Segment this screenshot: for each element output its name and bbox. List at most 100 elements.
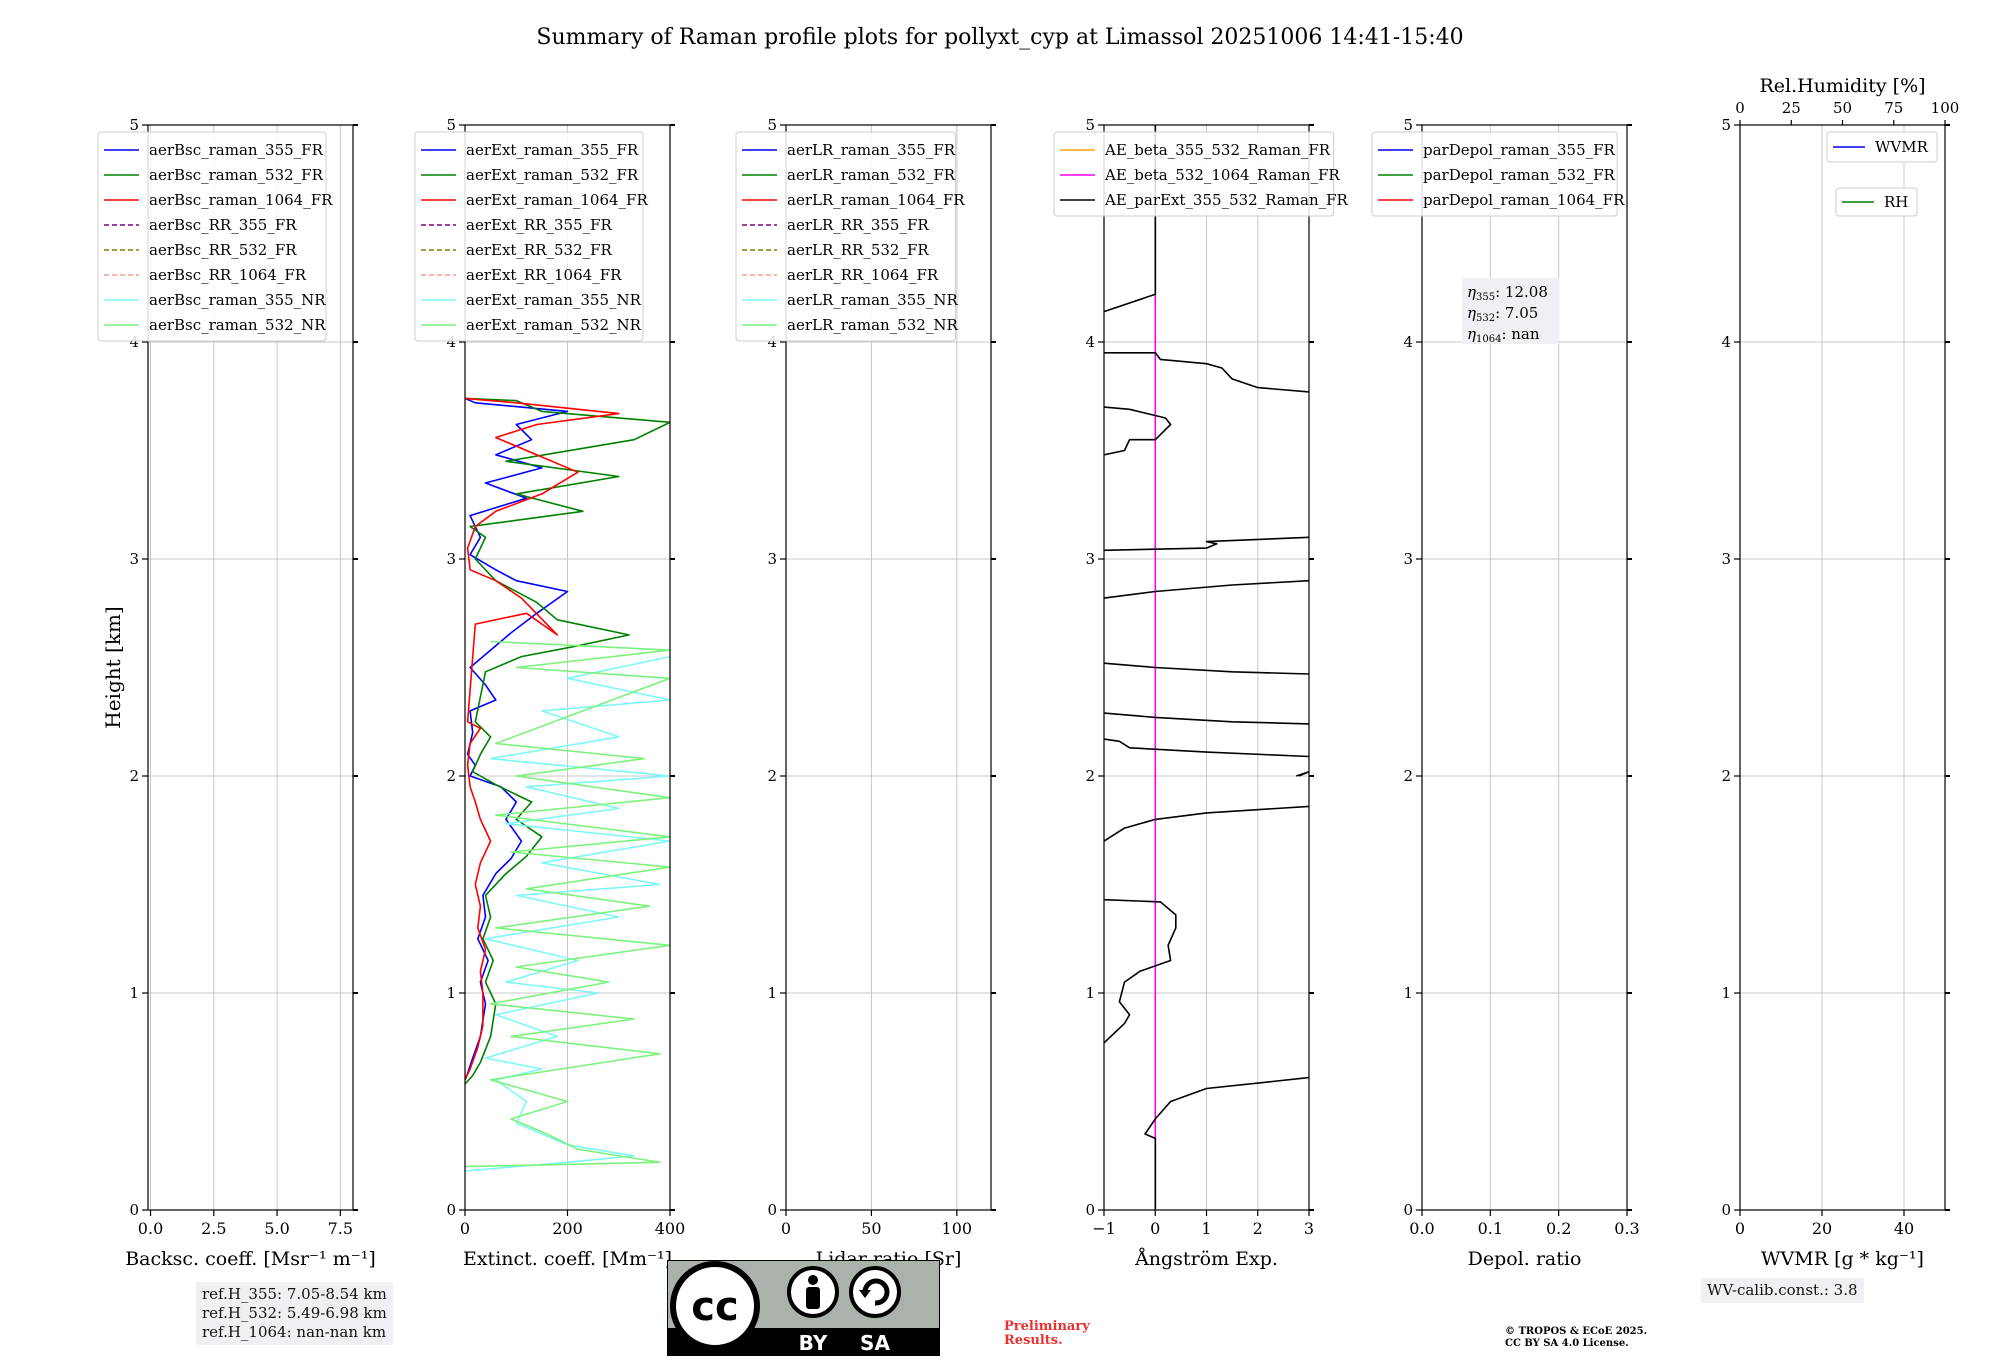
y-tick-label: 4 — [767, 333, 777, 351]
eta-annotation-line: η1064: nan — [1467, 325, 1540, 345]
legend-label: aerBsc_raman_532_NR — [149, 316, 326, 334]
eta-annotation-box — [1462, 278, 1559, 344]
series-line-AE_parExt_355_532_Raman_FR_c — [1104, 805, 1309, 842]
axes-frame — [1421, 124, 1628, 1211]
sa-arrow — [862, 1278, 890, 1306]
series-line-aerExt_raman_532_FR — [465, 397, 670, 1085]
panels: 0.0 2.5 5.0 7.5 0 1 2 3 4 5 Backsc. coeff. [Msr⁻¹ … — [97, 75, 1960, 1270]
series-line-AE_parExt_355_532_Raman_FR_h — [1104, 579, 1309, 599]
x2-axis-label: Rel.Humidity [%] — [1759, 75, 1925, 97]
y-tick-label: 2 — [767, 767, 777, 785]
y-tick-label: 4 — [1403, 333, 1413, 351]
sa-arrow-head — [859, 1290, 871, 1298]
ref-height-532: ref.H_532: 5.49-6.98 km — [202, 1304, 387, 1322]
legend-label: aerExt_RR_532_FR — [466, 241, 613, 259]
axes-frame — [1739, 124, 1946, 1211]
legend-label: aerExt_raman_532_FR — [466, 166, 639, 184]
panel-ext: 0 200 400 0 1 2 3 4 5 Extinct. coeff. [Mm⁻¹] aerEx… — [414, 116, 685, 1270]
axes-frame — [785, 124, 992, 1211]
series-line-AE_parExt_355_532_Raman_FR_g — [1104, 662, 1309, 675]
x2-tick-label: 75 — [1884, 99, 1903, 117]
legend-label: parDepol_raman_532_FR — [1423, 166, 1616, 184]
y-tick-label: 2 — [1721, 767, 1731, 785]
by-label: BY — [799, 1331, 828, 1355]
by-person-body — [806, 1287, 820, 1309]
y-tick-label: 5 — [1721, 116, 1731, 134]
legend-label: aerBsc_RR_355_FR — [149, 216, 297, 234]
legend-label: parDepol_raman_1064_FR — [1423, 191, 1625, 209]
x-tick-label: 0.0 — [138, 1219, 163, 1238]
preliminary-line-2: Results. — [1004, 1333, 1063, 1348]
legend-box — [1835, 187, 1918, 217]
x-tick-label: 100 — [942, 1219, 973, 1238]
x-axis-label: Backsc. coeff. [Msr⁻¹ m⁻¹] — [125, 1248, 376, 1270]
ref-height-1064: ref.H_1064: nan-nan km — [202, 1323, 387, 1341]
x2-tick-label: 50 — [1833, 99, 1852, 117]
copyright-line-1: © TROPOS & ECoE 2025. — [1505, 1326, 1648, 1337]
legend-label: aerExt_raman_532_NR — [466, 316, 642, 334]
y-tick-label: 3 — [1721, 550, 1731, 568]
legend-label: aerLR_RR_1064_FR — [787, 266, 939, 284]
y-tick-label: 4 — [1721, 333, 1731, 351]
y-tick-label: 2 — [1403, 767, 1413, 785]
y-tick-label: 0 — [1721, 1201, 1731, 1219]
legend-box — [1371, 131, 1618, 217]
cc-circle-icon — [670, 1261, 760, 1351]
y-tick-label: 5 — [1085, 116, 1095, 134]
series-line-AE_parExt_355_532_Raman_FR_a — [1144, 1076, 1309, 1210]
legend-box — [414, 131, 644, 342]
x-axis-label: Extinct. coeff. [Mm⁻¹] — [463, 1248, 672, 1270]
legend-box — [97, 131, 327, 342]
x-tick-label: 0 — [460, 1219, 470, 1238]
y-tick-label: 3 — [446, 550, 456, 568]
y-tick-label: 1 — [1403, 984, 1413, 1002]
x-tick-label: 0 — [1735, 1219, 1745, 1238]
y-tick-label: 2 — [1085, 767, 1095, 785]
legend-label: aerBsc_RR_1064_FR — [149, 266, 307, 284]
x-axis-label: WVMR [g * kg⁻¹] — [1761, 1248, 1924, 1270]
legend-label: WVMR — [1875, 138, 1929, 156]
legend-label: aerLR_raman_532_NR — [787, 316, 958, 334]
series-line-aerExt_raman_532_NR — [465, 640, 670, 1168]
series-group — [1104, 125, 1309, 1210]
y-tick-label: 1 — [129, 984, 139, 1002]
x-tick-label: 20 — [1812, 1219, 1832, 1238]
legend-label: aerExt_raman_355_NR — [466, 291, 642, 309]
legend-label: aerExt_raman_355_FR — [466, 141, 639, 159]
y-tick-label: 1 — [1085, 984, 1095, 1002]
series-line-AE_parExt_355_532_Raman_FR_e — [1104, 738, 1309, 758]
y-tick-label: 5 — [446, 116, 456, 134]
legend-label: aerBsc_raman_532_FR — [149, 166, 324, 184]
x-tick-label: 200 — [552, 1219, 583, 1238]
series-line-AE_parExt_355_532_Raman_FR_d — [1295, 770, 1309, 777]
legend-label: aerLR_raman_1064_FR — [787, 191, 965, 209]
y-tick-label: 1 — [446, 984, 456, 1002]
y-tick-label: 0 — [129, 1201, 139, 1219]
x2-tick-label: 100 — [1931, 99, 1960, 117]
series-line-aerExt_raman_1064_FR — [465, 397, 620, 1081]
reference-height-box: ref.H_355: 7.05-8.54 km ref.H_532: 5.49-… — [196, 1282, 393, 1345]
y-tick-label: 5 — [1403, 116, 1413, 134]
x-tick-label: −1 — [1092, 1219, 1116, 1238]
panel-bsc: 0.0 2.5 5.0 7.5 0 1 2 3 4 5 Backsc. coeff. [Msr⁻¹ … — [97, 116, 376, 1270]
y-tick-label: 4 — [446, 333, 456, 351]
y-tick-label: 2 — [446, 767, 456, 785]
copyright-line-2: CC BY SA 4.0 License. — [1505, 1338, 1629, 1349]
x-tick-label: 50 — [861, 1219, 881, 1238]
legend-label: aerLR_RR_532_FR — [787, 241, 929, 259]
x-tick-label: 0.0 — [1409, 1219, 1434, 1238]
x-tick-label: 0.3 — [1614, 1219, 1639, 1238]
legend-label: aerBsc_raman_1064_FR — [149, 191, 333, 209]
y-tick-label: 3 — [767, 550, 777, 568]
figure-title: Summary of Raman profile plots for polly… — [536, 25, 1463, 50]
y-tick-label: 4 — [129, 333, 139, 351]
x-tick-label: 0.1 — [1478, 1219, 1503, 1238]
series-line-AE_parExt_355_532_Raman_FR_j — [1104, 406, 1172, 456]
x2-tick-label: 0 — [1735, 99, 1745, 117]
sa-share-alike-icon — [849, 1266, 901, 1318]
y-tick-label: 1 — [1721, 984, 1731, 1002]
panel-depol: 0.0 0.1 0.2 0.3 0 1 2 3 4 5 Depol. ratio parDepol_r… — [1371, 116, 1640, 1270]
cc-by-sa-license-icon: cc BY SA — [667, 1260, 940, 1356]
preliminary-results-note: Preliminary Results. — [1004, 1320, 1090, 1348]
